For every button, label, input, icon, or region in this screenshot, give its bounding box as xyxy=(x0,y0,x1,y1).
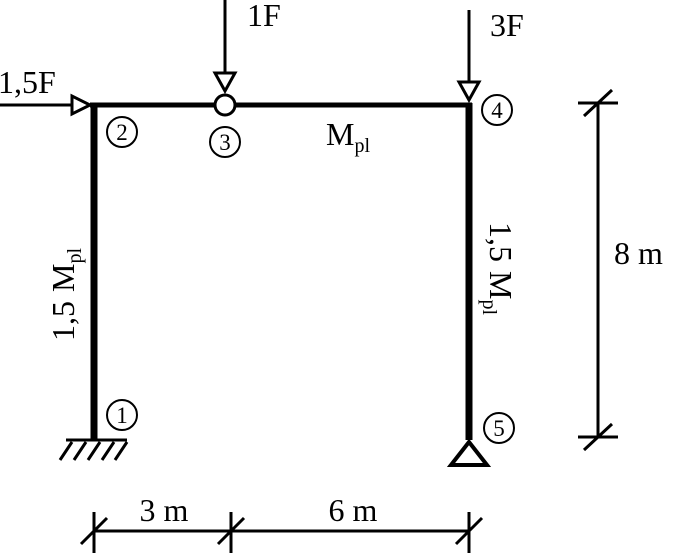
node-marker-2: 2 xyxy=(106,116,138,148)
svg-text:2: 2 xyxy=(116,120,128,145)
node-marker-5: 5 xyxy=(483,412,515,444)
left-column-moment-label: 1,5Mpl xyxy=(45,248,86,341)
span-right-label: 6 m xyxy=(329,492,378,528)
load-label-middle: 1F xyxy=(247,0,281,33)
load-arrow-middle-icon xyxy=(212,0,238,95)
load-label-right: 3F xyxy=(490,7,524,43)
span-left-label: 3 m xyxy=(140,492,189,528)
node-marker-1: 1 xyxy=(106,399,138,431)
node-marker-4: 4 xyxy=(481,94,513,126)
hinge-node-3 xyxy=(213,93,237,117)
right-column-moment-label: 1,5Mpl xyxy=(478,222,519,315)
pinned-support-icon xyxy=(446,438,492,467)
node-marker-3: 3 xyxy=(209,126,241,158)
beam-moment-label: Mpl xyxy=(326,116,370,157)
load-label-horizontal: 1,5F xyxy=(0,64,56,100)
fixed-support-icon xyxy=(58,438,129,461)
svg-text:5: 5 xyxy=(493,416,505,441)
svg-text:1: 1 xyxy=(116,403,128,428)
frame-structure xyxy=(90,93,473,440)
span-dimension-line xyxy=(79,512,484,553)
height-dimension-line xyxy=(578,88,618,452)
load-arrow-horizontal-icon xyxy=(0,93,94,117)
load-arrow-right-icon xyxy=(456,10,482,104)
svg-text:4: 4 xyxy=(491,98,503,123)
height-dimension-label: 8 m xyxy=(614,235,663,271)
svg-text:3: 3 xyxy=(219,130,231,155)
